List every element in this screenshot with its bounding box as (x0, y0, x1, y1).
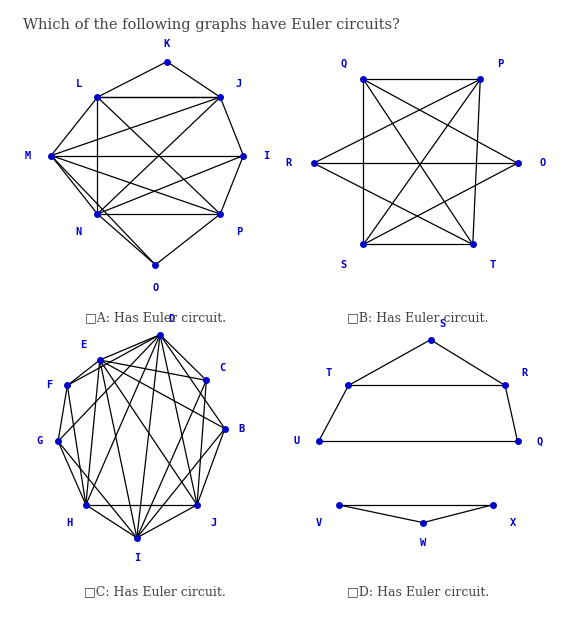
Text: J: J (236, 79, 242, 90)
Text: O: O (152, 283, 159, 293)
Text: U: U (293, 436, 299, 446)
Text: B: B (238, 424, 244, 434)
Text: □B: Has Euler circuit.: □B: Has Euler circuit. (347, 311, 489, 324)
Text: I: I (134, 553, 140, 563)
Text: E: E (80, 340, 86, 350)
Text: P: P (236, 227, 242, 237)
Text: □A: Has Euler circuit.: □A: Has Euler circuit. (85, 311, 226, 324)
Text: K: K (164, 39, 170, 49)
Text: J: J (210, 518, 216, 528)
Text: □C: Has Euler circuit.: □C: Has Euler circuit. (85, 585, 226, 598)
Text: F: F (46, 380, 52, 391)
Text: M: M (25, 150, 31, 161)
Text: P: P (497, 59, 503, 69)
Text: V: V (315, 518, 322, 528)
Text: Which of the following graphs have Euler circuits?: Which of the following graphs have Euler… (23, 18, 399, 32)
Text: S: S (440, 319, 446, 330)
Text: □D: Has Euler circuit.: □D: Has Euler circuit. (347, 585, 489, 598)
Text: D: D (168, 314, 175, 324)
Text: X: X (510, 518, 516, 528)
Text: W: W (420, 538, 426, 548)
Text: N: N (76, 227, 82, 237)
Text: L: L (76, 79, 82, 90)
Text: T: T (325, 368, 332, 378)
Text: R: R (286, 158, 292, 168)
Text: O: O (539, 158, 546, 168)
Text: S: S (340, 260, 347, 270)
Text: H: H (67, 518, 73, 528)
Text: I: I (263, 150, 270, 161)
Text: T: T (489, 260, 496, 270)
Text: R: R (522, 368, 528, 378)
Text: Q: Q (340, 59, 347, 69)
Text: Q: Q (537, 436, 543, 446)
Text: G: G (36, 436, 43, 446)
Text: C: C (219, 363, 225, 373)
